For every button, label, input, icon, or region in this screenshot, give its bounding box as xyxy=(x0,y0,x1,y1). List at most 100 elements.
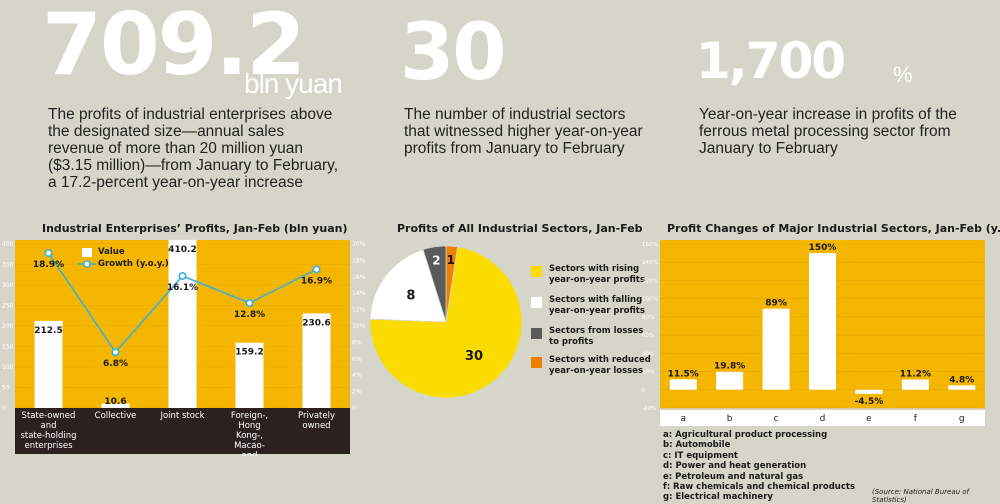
chart1-growth-label: 16.9% xyxy=(301,276,332,286)
legend-growth-label: Growth (y.o.y.) xyxy=(98,259,169,269)
chart1-bar-label: 410.2 xyxy=(168,245,196,255)
chart1-growth-point xyxy=(44,249,53,258)
chart3-bar xyxy=(948,385,976,390)
chart1-y2tick: 8% xyxy=(352,339,362,346)
pie-legend-item-reduced-losses: Sectors with reduced year-on-year losses xyxy=(531,355,654,377)
chart3-ytick: 60% xyxy=(642,333,654,339)
chart3-category-label: a xyxy=(680,414,686,424)
chart1-ytick: 50 xyxy=(2,385,10,392)
chart3-category-label: b xyxy=(727,414,733,424)
chart1-bar-label: 10.6 xyxy=(104,397,126,407)
chart1-category-band xyxy=(15,408,350,454)
chart1-ytick: 200 xyxy=(2,323,14,330)
pie-legend-swatch-reduced-losses xyxy=(531,357,542,368)
chart3-svg: -20% 0 20% 40% 60% 80% 100% 120% 140% 160% 11.5% a 1… xyxy=(642,240,985,426)
chart1-growth-point xyxy=(178,271,187,280)
chart1-y2tick: 6% xyxy=(352,356,362,363)
chart3-ytick: 100% xyxy=(642,297,658,303)
pie-slice-losses-to-profits xyxy=(422,245,447,323)
chart1-bar xyxy=(302,313,331,408)
pie-legend-label-rising: Sectors with rising year-on-year profits xyxy=(549,264,645,285)
chart3-bar-label: 89% xyxy=(765,299,787,309)
headline-1-description: The profits of industrial enterprises ab… xyxy=(48,106,339,191)
chart1-category-label: Collective xyxy=(95,411,137,421)
chart3-bar xyxy=(809,253,836,390)
chart1-bar xyxy=(34,320,63,408)
chart3-ytick: 140% xyxy=(642,260,658,266)
chart3-bar xyxy=(855,389,883,394)
chart1-bar xyxy=(101,403,130,408)
chart3-ytick: -20% xyxy=(642,406,656,412)
chart3-ytick: 20% xyxy=(642,370,654,376)
chart3-bar-label: 4.8% xyxy=(949,375,974,385)
source-note: (Source: National Bureau of Statistics) xyxy=(872,488,970,504)
sector-key-a: a: Agricultural product processing xyxy=(663,430,828,440)
chart3-bar xyxy=(716,371,744,390)
chart1-category-label: State-owned and state-holding enterprises xyxy=(20,411,76,451)
headline-1-unit: bln yuan xyxy=(244,68,343,99)
chart1-growth-label: 18.9% xyxy=(33,260,64,270)
chart1-y2tick: 10% xyxy=(352,323,365,330)
pie-legend-swatch-rising xyxy=(531,266,542,277)
pie-label-reduced-losses: 1 xyxy=(447,253,455,267)
chart3-bar xyxy=(669,379,697,390)
chart2-svg: 1 30 8 2 xyxy=(369,245,523,399)
sector-key-g: g: Electrical machinery xyxy=(663,492,773,503)
chart1-bar xyxy=(168,239,197,408)
chart1-ytick: 150 xyxy=(2,344,14,351)
chart3-category-label: e xyxy=(866,414,872,424)
chart1-y2tick: 0 xyxy=(352,405,356,412)
chart3-ytick: 120% xyxy=(642,278,658,284)
chart2-title: Profits of All Industrial Sectors, Jan-F… xyxy=(397,222,643,235)
pie-label-falling: 8 xyxy=(406,288,415,303)
chart1-legend: Value Growth (y.o.y.) xyxy=(78,246,169,270)
chart1-growth-label: 6.8% xyxy=(103,359,128,369)
chart1-y2tick: 20% xyxy=(352,241,365,248)
chart1-category-label: Joint stock xyxy=(159,411,204,421)
chart1-bar xyxy=(235,342,264,408)
chart1-y2tick: 12% xyxy=(352,307,365,314)
pie-legend-label-reduced-losses: Sectors with reduced year-on-year losses xyxy=(549,355,651,376)
legend-value-swatch xyxy=(82,247,92,257)
chart1-category-label: Privately owned xyxy=(298,411,335,431)
legend-growth-swatch xyxy=(78,260,96,268)
headline-3-unit: % xyxy=(893,62,913,87)
chart3-bar xyxy=(762,308,790,390)
chart3-bar xyxy=(901,379,929,390)
chart3-category-label: g xyxy=(959,414,965,424)
chart1-ytick: 0 xyxy=(2,405,6,412)
chart1-growth-label: 12.8% xyxy=(234,310,265,320)
legend-value-label: Value xyxy=(98,247,125,257)
headline-2-description: The number of industrial sectors that wi… xyxy=(404,106,643,157)
chart3-bar-label: -4.5% xyxy=(855,397,884,407)
chart3-category-label: f xyxy=(914,414,918,424)
chart1-ytick: 350 xyxy=(2,262,14,269)
pie-legend-label-falling: Sectors with falling year-on-year profit… xyxy=(549,295,645,316)
chart1-growth-point xyxy=(312,265,321,274)
sector-key: a: Agricultural product processing b: Au… xyxy=(663,430,855,503)
headline-3-number: 1,700 xyxy=(696,32,846,90)
chart3-ytick: 80% xyxy=(642,315,654,321)
chart1-y2tick: 2% xyxy=(352,389,362,396)
pie-legend-label-losses-to-profits: Sectors from losses to profits xyxy=(549,326,644,347)
chart3-bar-label: 11.5% xyxy=(668,369,699,379)
sector-key-d: d: Power and heat generation xyxy=(663,461,807,472)
headline-3-description: Year-on-year increase in profits of the … xyxy=(699,106,957,157)
chart3-category-label: c xyxy=(774,414,779,424)
chart3-title: Profit Changes of Major Industrial Secto… xyxy=(667,222,1000,235)
chart3-ytick: 160% xyxy=(642,242,658,248)
pie-slice-rising xyxy=(369,246,523,399)
sector-key-b: b: Automobile xyxy=(663,440,731,451)
headline-1-number: 709.2 xyxy=(42,0,306,95)
chart3-category-band xyxy=(660,410,985,426)
pie-legend-item-losses-to-profits: Sectors from losses to profits xyxy=(531,326,654,348)
pie-legend-item-falling: Sectors with falling year-on-year profit… xyxy=(531,295,654,317)
chart1-bar-label: 230.6 xyxy=(302,318,330,328)
chart3-ytick: 0 xyxy=(642,388,646,394)
chart1-ytick: 400 xyxy=(2,241,14,248)
pie-label-losses-to-profits: 2 xyxy=(432,253,440,267)
chart1-bar-label: 212.5 xyxy=(34,326,62,336)
chart1-ytick: 100 xyxy=(2,364,14,371)
pie-legend-item-rising: Sectors with rising year-on-year profits xyxy=(531,264,654,286)
sector-key-c: c: IT equipment xyxy=(663,450,738,461)
